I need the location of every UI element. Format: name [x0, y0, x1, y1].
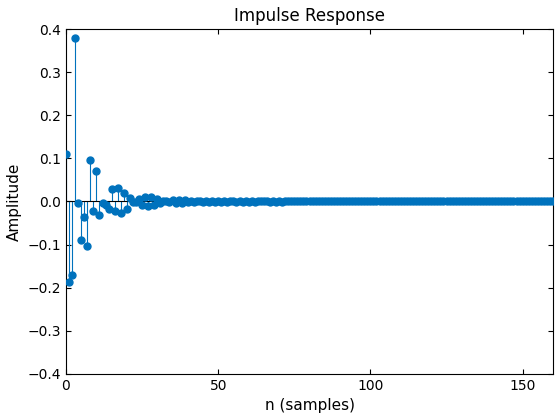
Y-axis label: Amplitude: Amplitude [7, 162, 22, 241]
Title: Impulse Response: Impulse Response [234, 7, 385, 25]
X-axis label: n (samples): n (samples) [264, 398, 354, 413]
